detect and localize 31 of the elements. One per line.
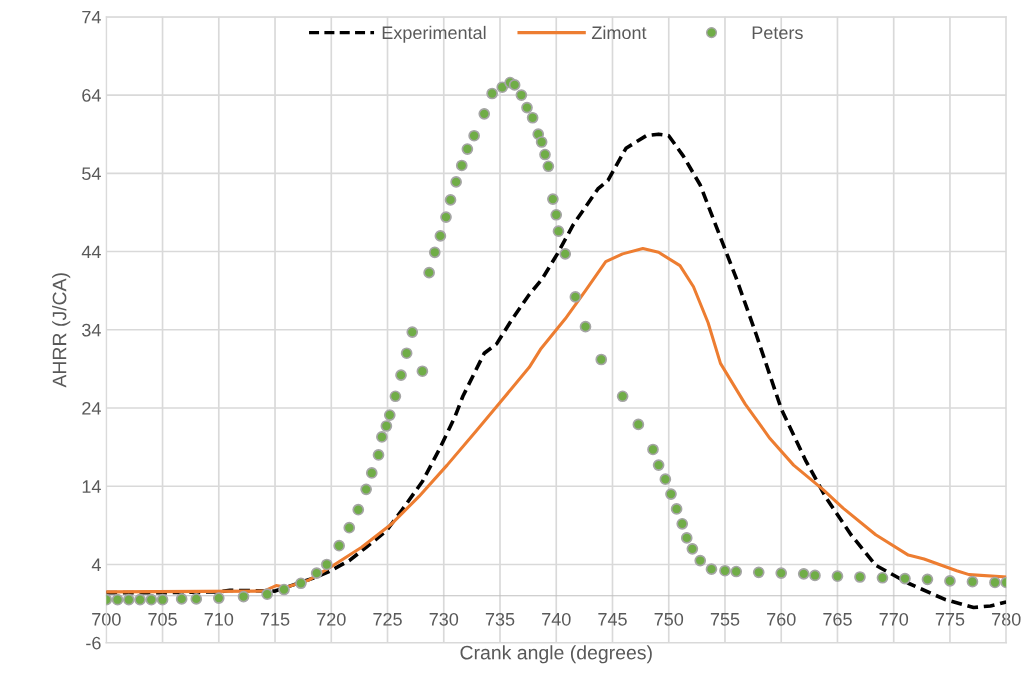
x-tick-label: 735 — [485, 612, 515, 626]
legend-label: Experimental — [382, 25, 486, 43]
x-axis-title: Crank angle (degrees) — [460, 645, 652, 664]
y-tick-label: 44 — [81, 245, 101, 259]
x-tick-label: 775 — [935, 613, 965, 626]
legend-label: Peters — [752, 26, 803, 40]
x-tick-label: 725 — [373, 612, 402, 626]
y-tick-label: -6 — [86, 636, 101, 650]
y-tick-label: 64 — [82, 89, 101, 102]
y-tick-label: 4 — [91, 558, 101, 572]
y-tick-label: 34 — [82, 323, 101, 337]
x-tick-label: 765 — [823, 612, 852, 626]
y-tick-label: 24 — [82, 401, 101, 415]
x-tick-label: 730 — [429, 612, 459, 626]
x-tick-label: 780 — [992, 612, 1021, 626]
x-tick-label: 755 — [710, 613, 740, 626]
x-tick-label: 770 — [879, 612, 909, 626]
y-axis-title: AHRR (J/CA) — [52, 273, 71, 388]
x-tick-label: 715 — [260, 613, 290, 626]
y-tick-label: 54 — [82, 167, 101, 181]
legend-label: Zimont — [591, 25, 647, 40]
y-tick-label: 14 — [82, 480, 101, 493]
x-tick-label: 745 — [598, 613, 627, 626]
x-tick-label: 705 — [148, 612, 177, 626]
x-tick-label: 740 — [542, 612, 571, 626]
x-tick-label: 700 — [92, 612, 121, 626]
x-tick-label: 750 — [654, 612, 684, 626]
x-tick-label: 720 — [317, 612, 346, 626]
x-tick-label: 710 — [204, 612, 234, 626]
x-tick-label: 760 — [767, 612, 796, 626]
y-tick-label: 74 — [82, 10, 101, 24]
